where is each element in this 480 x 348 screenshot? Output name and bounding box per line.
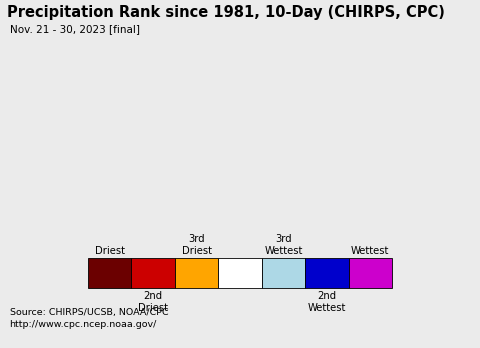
Text: Wettest: Wettest: [351, 246, 390, 255]
Bar: [175, 258, 218, 288]
Text: Nov. 21 - 30, 2023 [final]: Nov. 21 - 30, 2023 [final]: [10, 24, 140, 34]
Bar: [132, 258, 175, 288]
Bar: [305, 258, 348, 288]
Bar: [262, 258, 305, 288]
Bar: [218, 258, 262, 288]
Bar: [88, 258, 132, 288]
Text: 2nd
Wettest: 2nd Wettest: [308, 291, 346, 313]
Text: Source: CHIRPS/UCSB, NOAA/CPC
http://www.cpc.ncep.noaa.gov/: Source: CHIRPS/UCSB, NOAA/CPC http://www…: [10, 308, 168, 330]
Text: 3rd
Wettest: 3rd Wettest: [264, 234, 302, 255]
Bar: [348, 258, 392, 288]
Text: 3rd
Driest: 3rd Driest: [181, 234, 212, 255]
Text: 2nd
Driest: 2nd Driest: [138, 291, 168, 313]
Text: Precipitation Rank since 1981, 10-Day (CHIRPS, CPC): Precipitation Rank since 1981, 10-Day (C…: [7, 5, 445, 20]
Text: Driest: Driest: [95, 246, 125, 255]
